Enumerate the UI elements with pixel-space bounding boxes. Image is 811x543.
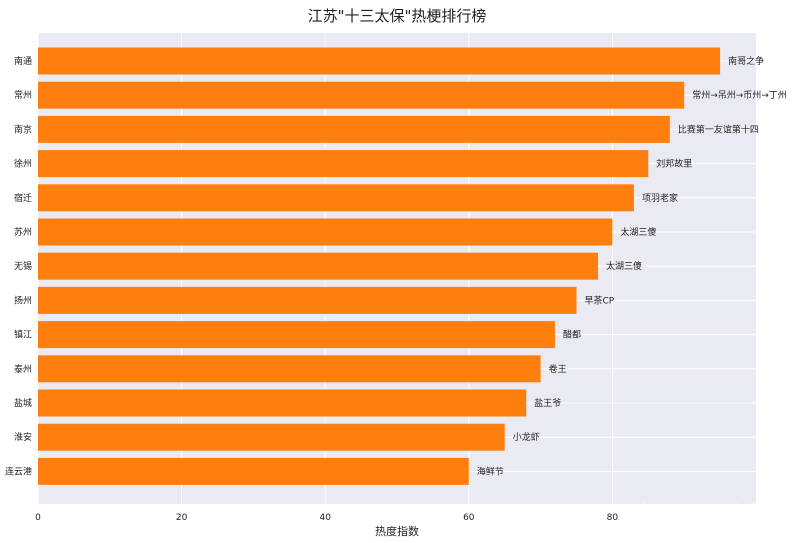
bar	[38, 218, 613, 246]
y-tick-label: 徐州	[14, 158, 32, 170]
bar	[38, 423, 505, 451]
y-tick-label: 扬州	[14, 294, 32, 306]
x-axis-label: 热度指数	[375, 524, 419, 538]
bar-value-label: 海鲜节	[477, 465, 504, 477]
y-tick-label: 常州	[14, 89, 32, 101]
bar	[38, 81, 685, 109]
bar-value-label: 早茶CP	[585, 294, 615, 306]
bar-value-label: 太湖三傻	[620, 226, 656, 238]
bar-value-labels: 南哥之争常州→吊州→币州→丁州比赛第一友谊第十四刘邦故里项羽老家太湖三傻太湖三傻…	[477, 55, 787, 477]
bar-value-label: 项羽老家	[642, 192, 678, 204]
y-tick-label: 南通	[14, 55, 32, 67]
y-tick-label: 苏州	[14, 226, 32, 238]
bar-value-label: 小龙虾	[513, 431, 540, 443]
y-tick-label: 南京	[14, 123, 32, 135]
x-tick-label: 20	[176, 513, 188, 523]
bar-value-label: 常州→吊州→币州→丁州	[692, 89, 787, 101]
bar	[38, 47, 721, 75]
bar-value-label: 刘邦故里	[656, 158, 692, 170]
watermark: 知乎 @斑点鱼	[640, 501, 766, 525]
bar	[38, 115, 670, 143]
bar	[38, 184, 634, 212]
bar	[38, 389, 527, 417]
x-tick-label: 0	[35, 513, 41, 523]
y-tick-label: 盐城	[14, 397, 32, 409]
bar	[38, 321, 555, 349]
x-tick-label: 80	[607, 513, 619, 523]
bar	[38, 355, 541, 383]
bar-value-label: 南哥之争	[728, 55, 764, 67]
chart-title: 江苏"十三太保"热梗排行榜	[308, 7, 487, 25]
y-tick-label: 无锡	[14, 261, 32, 272]
bar	[38, 252, 599, 280]
x-tick-label: 60	[463, 513, 475, 523]
x-tick-labels: 0 20 40 60 80	[35, 513, 618, 523]
bar	[38, 457, 469, 485]
y-tick-label: 淮安	[14, 431, 32, 443]
bar-value-label: 比赛第一友谊第十四	[678, 123, 759, 135]
bars	[38, 47, 721, 485]
bar-value-label: 卷王	[549, 363, 567, 375]
bar-value-label: 盐王爷	[534, 397, 561, 409]
y-tick-label: 连云港	[5, 465, 32, 477]
bar	[38, 286, 577, 314]
bar-value-label: 太湖三傻	[606, 260, 642, 272]
y-tick-label: 泰州	[14, 363, 32, 375]
bar	[38, 150, 649, 178]
y-tick-label: 宿迁	[14, 192, 32, 204]
x-tick-label: 40	[319, 513, 331, 523]
y-tick-label: 镇江	[14, 329, 32, 341]
bar-value-label: 醋都	[563, 329, 581, 341]
